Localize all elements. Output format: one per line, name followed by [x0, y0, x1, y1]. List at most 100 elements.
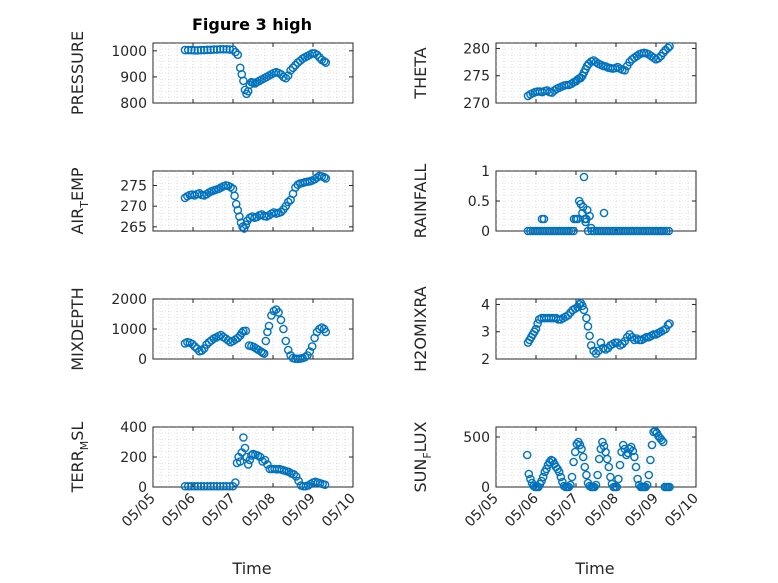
data-point — [564, 226, 574, 236]
data-point — [620, 65, 630, 75]
data-point — [261, 336, 271, 346]
y-axis-label-subscript: M — [78, 441, 91, 451]
data-point — [564, 482, 574, 492]
data-point — [291, 472, 301, 481]
data-point — [602, 454, 612, 464]
data-point — [654, 53, 663, 63]
data-point — [190, 342, 199, 351]
subplot-2: 270 275 280 THETA — [411, 41, 697, 112]
y-axis-label: TERRMSL — [68, 422, 91, 494]
y-axis-label-part: EMP — [68, 167, 87, 201]
data-point — [212, 45, 222, 54]
series-markers — [523, 41, 674, 101]
data-point — [288, 63, 298, 73]
x-axis-label-right: Time — [574, 559, 614, 578]
data-point — [626, 442, 636, 452]
data-point — [618, 440, 628, 450]
data-point — [663, 320, 673, 330]
data-point — [294, 476, 303, 486]
data-point — [582, 470, 591, 480]
subplot-5: 0 1000 2000 MIXDEPTH — [68, 287, 354, 371]
y-tick-label: 2 — [481, 352, 490, 368]
data-point — [649, 330, 658, 339]
series-markers — [180, 433, 330, 491]
y-axis-label-subscript: F — [421, 452, 434, 458]
data-point — [231, 478, 240, 487]
subplot-4: 0 0.5 1 RAINFALL — [411, 164, 697, 240]
y-tick-label: 280 — [463, 41, 490, 57]
data-point — [578, 301, 587, 311]
data-point — [598, 437, 607, 447]
series-markers — [180, 171, 331, 233]
data-point — [590, 482, 599, 492]
data-point — [566, 226, 576, 236]
data-point — [239, 76, 248, 86]
data-point — [281, 336, 291, 346]
data-point — [583, 321, 593, 331]
y-axis-label: PRESSURE — [68, 31, 87, 115]
data-point — [260, 455, 270, 465]
data-point — [665, 319, 674, 328]
data-point — [235, 457, 245, 466]
data-point — [644, 470, 654, 480]
data-point — [283, 197, 293, 207]
data-point — [199, 481, 209, 491]
data-point — [615, 460, 625, 470]
grid-lines — [496, 43, 696, 103]
data-point — [187, 481, 196, 491]
y-tick-label: 1000 — [111, 44, 147, 60]
data-point — [591, 480, 601, 490]
data-point — [633, 474, 642, 484]
data-point — [307, 49, 317, 58]
data-point — [566, 480, 575, 490]
y-tick-label: 200 — [120, 450, 147, 466]
data-point — [578, 452, 588, 462]
data-point — [664, 226, 674, 236]
data-point — [524, 469, 534, 479]
data-point — [321, 174, 331, 183]
data-point — [586, 223, 596, 233]
data-point — [663, 43, 673, 53]
subplot-8: 0 500 05/05 05/06 05/07 05/08 05/09 05/10 SUNFLU… — [411, 421, 702, 530]
data-point — [579, 305, 589, 315]
data-point — [286, 66, 295, 75]
data-point — [604, 462, 614, 472]
data-point — [241, 326, 251, 336]
data-point — [203, 45, 212, 55]
data-point — [219, 481, 228, 491]
data-point — [307, 342, 317, 351]
data-point — [279, 324, 288, 334]
data-point — [276, 207, 286, 217]
data-point — [642, 332, 651, 342]
data-point — [593, 470, 602, 480]
y-axis-label-part: TERR — [68, 450, 87, 493]
data-point — [612, 482, 622, 492]
data-point — [267, 311, 276, 320]
data-point — [180, 481, 190, 491]
x-tick-label: 05/08 — [239, 491, 279, 531]
data-point — [658, 437, 668, 447]
data-point — [562, 80, 571, 90]
data-point — [567, 472, 577, 482]
data-point — [634, 335, 644, 345]
data-point — [642, 480, 652, 490]
data-point — [209, 45, 219, 54]
data-point — [599, 441, 609, 451]
data-point — [657, 435, 666, 445]
data-point — [196, 481, 206, 491]
data-point — [599, 208, 609, 218]
data-point — [291, 60, 300, 70]
data-point — [190, 481, 199, 491]
data-point — [202, 340, 211, 349]
y-axis-label: SUNFLUX — [411, 421, 434, 492]
data-point — [264, 321, 274, 331]
series-markers — [523, 172, 674, 236]
data-point — [206, 481, 215, 491]
data-point — [183, 481, 193, 491]
grid-lines — [496, 171, 696, 231]
subplot-6: 2 3 4 H2OMIXRA — [411, 286, 697, 372]
data-point — [580, 462, 590, 472]
data-point — [614, 474, 623, 484]
data-point — [240, 443, 250, 453]
